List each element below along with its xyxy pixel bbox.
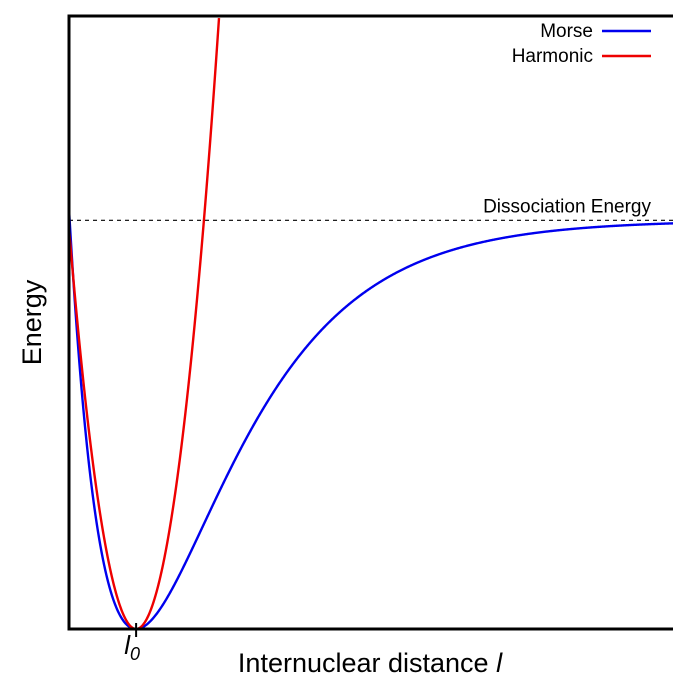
x-tick-label-subscript: 0 [130, 644, 140, 664]
legend-morse-label: Morse [540, 21, 593, 42]
dissociation-energy-label: Dissociation Energy [483, 196, 651, 217]
x-axis-label-variable: l [496, 648, 503, 677]
plot-frame [69, 16, 673, 629]
legend-harmonic-label: Harmonic [512, 46, 593, 67]
x-tick-label-l0: l0 [124, 630, 140, 664]
x-axis-label-text: Internuclear distance [238, 648, 496, 677]
y-axis-label: Energy [17, 279, 47, 365]
x-axis-label: Internuclear distance l [238, 648, 503, 677]
morse-curve [69, 209, 673, 629]
plot-area [69, 16, 673, 637]
legend: Morse Harmonic [512, 21, 651, 67]
